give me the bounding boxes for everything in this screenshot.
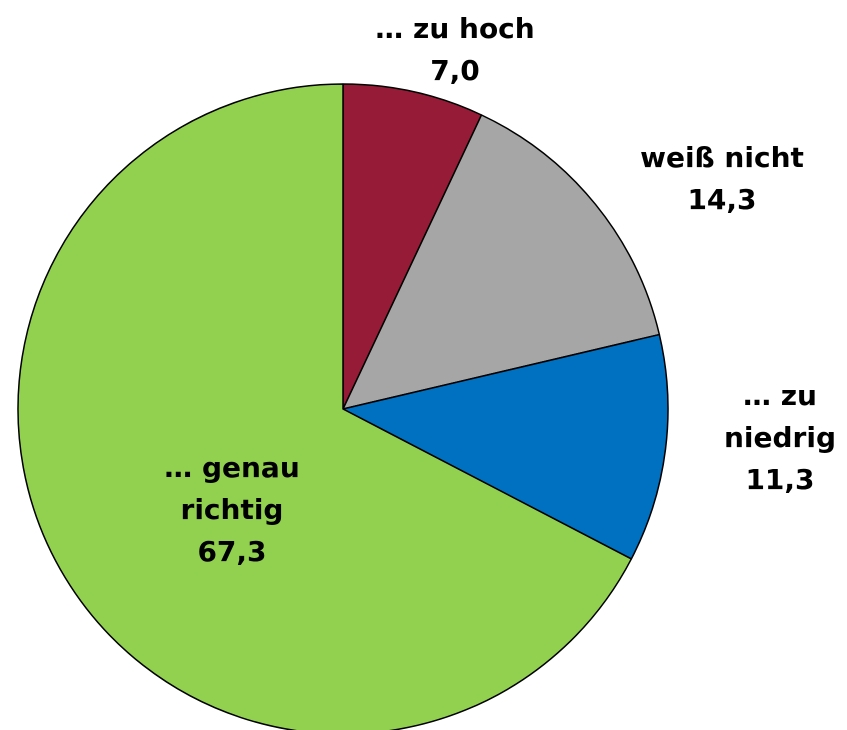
value-label: 7,0 bbox=[430, 54, 480, 87]
category-label: … zu hoch bbox=[375, 12, 535, 45]
slice-label: weiß nicht 14,3 bbox=[592, 137, 847, 221]
pie-slice bbox=[17, 83, 633, 730]
value-label: 11,3 bbox=[745, 463, 815, 496]
slice-label: … zu niedrig 11,3 bbox=[715, 375, 845, 501]
category-label: … zu niedrig bbox=[723, 379, 836, 454]
slice-label: … genau richtig 67,3 bbox=[132, 447, 332, 573]
pie-slice bbox=[342, 114, 661, 410]
category-label: … genau richtig bbox=[164, 451, 300, 526]
value-label: 67,3 bbox=[197, 535, 267, 568]
pie-slice bbox=[342, 333, 669, 560]
slice-label: … zu hoch 7,0 bbox=[305, 8, 605, 92]
category-label: weiß nicht bbox=[640, 141, 804, 174]
value-label: 14,3 bbox=[687, 183, 757, 216]
pie-slice bbox=[342, 83, 483, 410]
